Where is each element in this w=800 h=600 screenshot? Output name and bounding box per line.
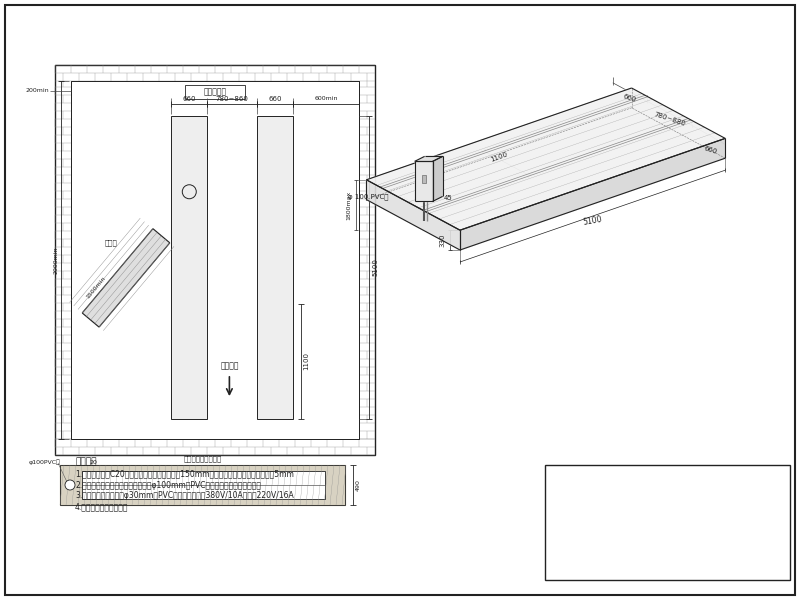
Text: 5100: 5100 — [372, 259, 378, 277]
Text: 660: 660 — [622, 93, 638, 103]
Text: 660: 660 — [702, 145, 718, 155]
Text: U-D40C(4.8M): U-D40C(4.8M) — [678, 489, 742, 498]
Text: 产品型号：: 产品型号： — [574, 489, 601, 498]
Text: 基础要求: 基础要求 — [75, 457, 97, 467]
Text: 330: 330 — [439, 233, 445, 247]
Text: 图    号：: 图 号： — [574, 527, 602, 536]
Text: 45: 45 — [444, 195, 453, 201]
Text: A/0: A/0 — [702, 546, 718, 555]
Text: 1100: 1100 — [490, 152, 508, 163]
Text: 2.预程控制台至地坑和两地坑间预埋φ100mm的PVC管用于穿油管、气管、电线: 2.预程控制台至地坑和两地坑间预埋φ100mm的PVC管用于穿油管、气管、电线 — [75, 481, 261, 490]
Text: 660: 660 — [182, 96, 196, 102]
Polygon shape — [414, 161, 433, 202]
Text: 基准面（地面标口）: 基准面（地面标口） — [183, 455, 222, 463]
Bar — [171, 116, 207, 419]
Text: 1.混凝土等级为C20及以上，坑底混凝土厚度为150mm以上，两地坑内水平误差不大于5mm: 1.混凝土等级为C20及以上，坑底混凝土厚度为150mm以上，两地坑内水平误差不… — [75, 469, 294, 479]
Text: 1100: 1100 — [303, 352, 310, 370]
Text: 780~880: 780~880 — [654, 112, 686, 128]
Text: 1800max: 1800max — [346, 190, 351, 220]
Text: 3.电源线和气源线预埋φ30mm的PVC管，电源三相为380V/10A或单相220V/16A: 3.电源线和气源线预埋φ30mm的PVC管，电源三相为380V/10A或单相22… — [75, 491, 294, 500]
Bar — [71, 81, 359, 439]
Text: 20: 20 — [89, 460, 97, 464]
Text: 600min: 600min — [314, 97, 338, 101]
Text: φ100PVC管: φ100PVC管 — [29, 459, 61, 465]
Bar — [422, 175, 426, 184]
Bar — [55, 65, 375, 455]
Bar — [82, 471, 325, 499]
Text: 地基图: 地基图 — [702, 508, 718, 517]
Circle shape — [65, 480, 75, 490]
Text: 780~860: 780~860 — [216, 96, 249, 102]
Text: 200min: 200min — [25, 88, 49, 94]
Text: 4.电控箱位置可左右互换: 4.电控箱位置可左右互换 — [75, 503, 129, 511]
Text: 名    称：: 名 称： — [574, 508, 602, 517]
Text: 5100: 5100 — [582, 215, 603, 227]
Polygon shape — [414, 157, 442, 161]
Bar — [60, 465, 345, 505]
Polygon shape — [82, 229, 170, 327]
Text: 490: 490 — [355, 479, 361, 491]
Polygon shape — [460, 139, 726, 250]
Text: UD40C-004: UD40C-004 — [684, 527, 736, 536]
Polygon shape — [366, 180, 460, 250]
Bar — [258, 116, 294, 419]
Text: 660: 660 — [269, 96, 282, 102]
Text: φ 100 PVC管: φ 100 PVC管 — [348, 194, 389, 200]
Bar — [545, 465, 790, 580]
Text: 拆胎器: 拆胎器 — [105, 239, 118, 246]
Text: 2000min: 2000min — [54, 246, 58, 274]
Bar — [71, 81, 359, 439]
Text: 1500min: 1500min — [86, 276, 106, 300]
Text: 版 本 号：: 版 本 号： — [574, 546, 601, 555]
Bar — [185, 85, 245, 99]
Text: 拆胎变位仪: 拆胎变位仪 — [203, 88, 226, 97]
Text: 进车方向: 进车方向 — [220, 361, 238, 370]
Text: 上海巴兰仕汽车检测设备股份有限公司: 上海巴兰仕汽车检测设备股份有限公司 — [618, 469, 718, 479]
Polygon shape — [60, 465, 345, 505]
Polygon shape — [433, 157, 442, 202]
Polygon shape — [366, 88, 726, 230]
